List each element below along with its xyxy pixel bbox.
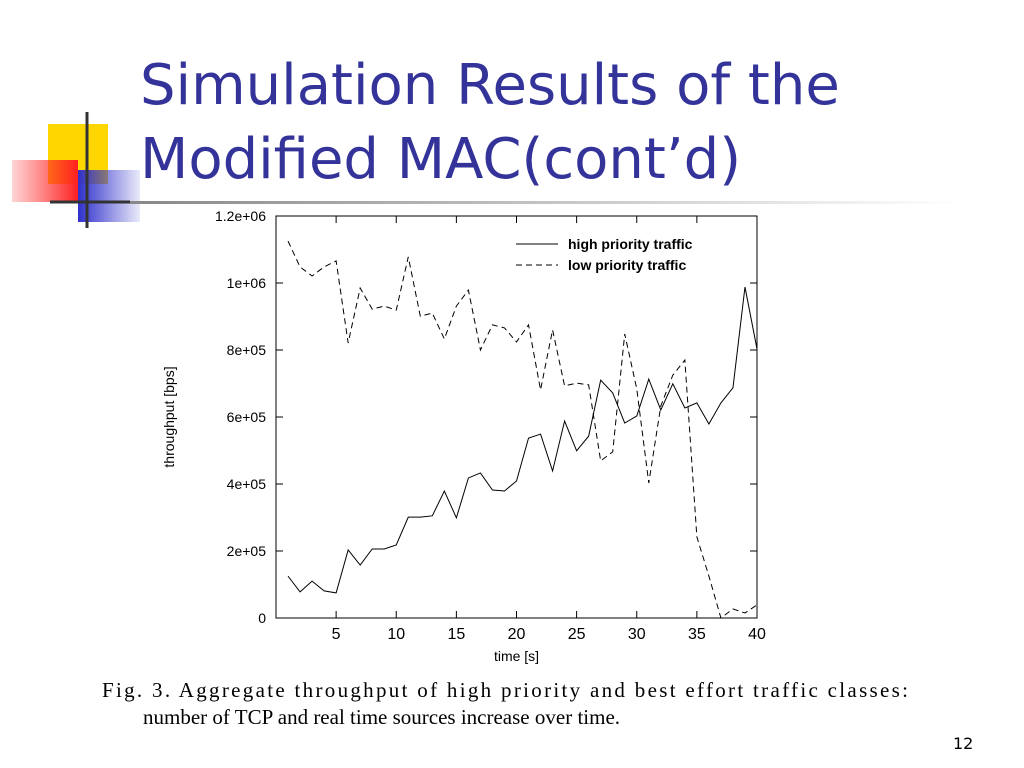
y-tick-label: 4e+05 <box>227 476 267 492</box>
x-tick-label: 30 <box>628 626 646 643</box>
slide-title: Simulation Results of the <box>140 53 840 118</box>
y-axis-label: throughput [bps] <box>161 366 177 467</box>
y-tick-label: 1e+06 <box>227 275 267 291</box>
chart: 0 2e+05 4e+05 6e+05 8e+05 1e+06 1.2e+06 5 10 15 20… <box>161 208 766 664</box>
caption: number of TCP and real time sources incr… <box>143 705 620 729</box>
data-line <box>287 240 758 619</box>
data-line <box>287 286 758 594</box>
plot-frame <box>275 215 758 619</box>
decoration <box>12 112 960 228</box>
y-tick-label: 2e+05 <box>227 543 267 559</box>
x-tick-label: 10 <box>387 626 405 643</box>
x-tick-label: 40 <box>748 626 766 643</box>
x-axis-label: time [s] <box>494 648 539 664</box>
legend-label: high priority traffic <box>568 236 693 252</box>
x-tick-label: 35 <box>688 626 706 643</box>
page-number: 12 <box>953 734 973 753</box>
legend-label: low priority traffic <box>568 257 686 273</box>
y-tick-label: 1.2e+06 <box>215 208 266 224</box>
x-tick-label: 5 <box>332 626 341 643</box>
y-tick-label: 8e+05 <box>227 342 267 358</box>
x-tick-label: 25 <box>568 626 586 643</box>
y-tick-label: 6e+05 <box>227 409 267 425</box>
y-tick-label: 0 <box>258 610 266 626</box>
slide-title: Modified MAC(cont’d) <box>140 127 741 192</box>
caption: Fig. 3. Aggregate throughput of high pri… <box>102 678 908 702</box>
x-tick-label: 15 <box>447 626 465 643</box>
x-tick-label: 20 <box>508 626 526 643</box>
